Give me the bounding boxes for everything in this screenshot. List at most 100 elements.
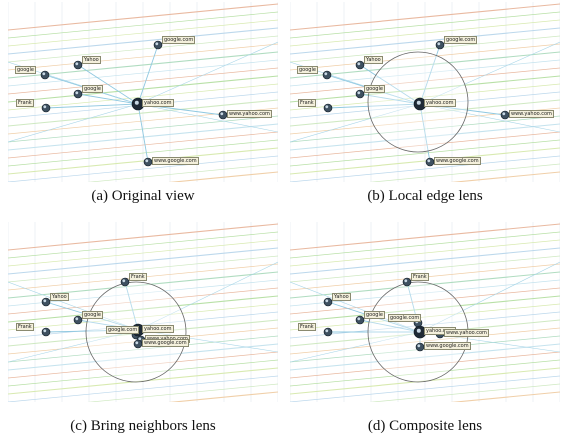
background-edge (290, 255, 560, 283)
background-edge (290, 343, 560, 371)
background-edge (290, 83, 560, 111)
node-highlight (416, 100, 421, 105)
background-edge (8, 51, 278, 79)
background-edge (290, 11, 560, 39)
graph-edge (77, 64, 139, 105)
background-edge (290, 367, 560, 395)
graph-node (500, 110, 510, 120)
node-label: www.yahoo.com (509, 110, 554, 118)
background-edge (290, 115, 560, 143)
graph-node (41, 327, 51, 337)
node-highlight (155, 42, 159, 46)
caption-a: (a) Original view (91, 188, 195, 204)
graph-edge (137, 261, 278, 331)
background-edge (87, 383, 278, 402)
node-label: Frank (16, 323, 34, 331)
node-label: Frank (298, 323, 316, 331)
graph-edge (290, 331, 421, 363)
graph-node (425, 157, 435, 167)
node-label: google (364, 85, 385, 93)
node-highlight (135, 341, 139, 345)
node-highlight (427, 159, 431, 163)
background-edge (290, 311, 560, 339)
graph-node (218, 110, 228, 120)
background-edge (290, 375, 560, 402)
background-edge (8, 239, 278, 267)
background-edge (8, 295, 278, 323)
graph-canvas (290, 222, 560, 402)
background-edge (290, 231, 560, 259)
node-highlight (145, 159, 149, 163)
node-label: Yahoo (82, 56, 101, 64)
background-edge (8, 59, 278, 87)
graph-edge (419, 261, 560, 333)
graph-node (41, 103, 51, 113)
node-highlight (43, 329, 47, 333)
background-edge (8, 287, 278, 315)
node-label: Frank (129, 273, 147, 281)
panel-original-view: google.com Yahoo google google Frank yahoo.co… (8, 2, 278, 182)
graph-node (153, 40, 163, 50)
background-edge (8, 83, 278, 111)
background-edge (8, 351, 278, 379)
node-label: www.yahoo.com (227, 110, 272, 118)
node-highlight (437, 42, 441, 46)
background-edge (290, 43, 560, 71)
node-highlight (75, 91, 79, 95)
background-edge (8, 139, 278, 167)
node-highlight (357, 317, 361, 321)
background-edge (290, 51, 560, 79)
node-label: google.com (444, 36, 478, 44)
background-edge (290, 303, 560, 331)
graph-edge (137, 44, 159, 105)
node-highlight (122, 279, 126, 283)
background-edge (290, 155, 560, 182)
background-edge (8, 303, 278, 331)
background-edge (290, 287, 560, 315)
graph-node (355, 89, 365, 99)
graph-edge (419, 41, 560, 105)
node-highlight (325, 299, 329, 303)
node-label: www.google.com (152, 157, 199, 165)
graph-canvas (8, 222, 278, 402)
node-label: google.com (388, 314, 422, 322)
background-edge (290, 247, 560, 275)
graph-edge (327, 103, 421, 109)
background-edge (8, 375, 278, 402)
node-highlight (220, 112, 224, 116)
node-highlight (134, 100, 139, 105)
graph-edge (8, 281, 139, 331)
background-edge (290, 139, 560, 167)
node-label: www.google.com (424, 342, 471, 350)
graph-edge (124, 281, 139, 331)
graph-edge (290, 281, 421, 333)
node-label: google (82, 311, 103, 319)
graph-node (323, 327, 333, 337)
background-edge (8, 3, 278, 31)
node-label: google (297, 66, 318, 74)
graph-edge (419, 103, 560, 133)
node-highlight (416, 328, 421, 333)
graph-node (322, 70, 332, 80)
background-edge (8, 231, 278, 259)
background-edge (290, 19, 560, 47)
node-label: Frank (16, 99, 34, 107)
node-highlight (75, 317, 79, 321)
graph-node (435, 40, 445, 50)
node-highlight (357, 91, 361, 95)
background-edge (369, 383, 560, 402)
background-edge (8, 147, 278, 175)
node-highlight (417, 344, 421, 348)
background-edge (450, 171, 560, 182)
background-edge (290, 3, 560, 31)
background-edge (8, 67, 278, 95)
background-edge (8, 367, 278, 395)
graph-node (73, 315, 83, 325)
background-edge (290, 327, 560, 355)
node-label: google (15, 66, 36, 74)
node-label: Frank (411, 273, 429, 281)
graph-node (402, 277, 412, 287)
background-edge (8, 35, 278, 63)
background-edge (290, 147, 560, 175)
background-edge (369, 163, 560, 182)
